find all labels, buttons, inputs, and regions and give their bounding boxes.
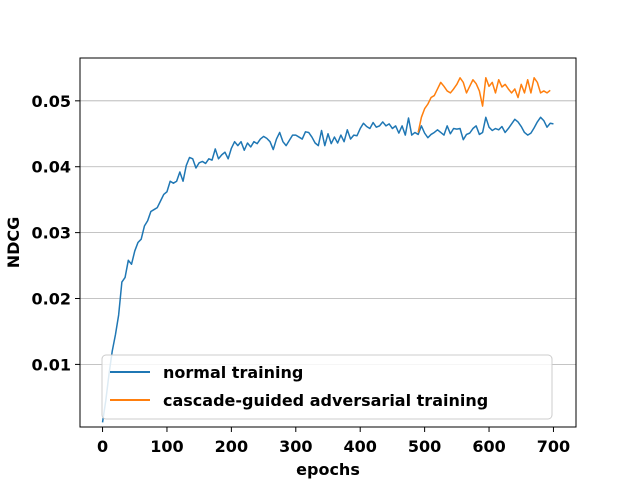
x-tick-label: 600 [472,437,505,456]
y-tick-label: 0.05 [32,92,71,111]
x-tick-label: 700 [537,437,570,456]
series-line-1 [101,116,554,423]
x-tick-label: 500 [408,437,441,456]
y-tick-label: 0.02 [32,290,71,309]
legend: normal training cascade-guided adversaria… [101,354,553,420]
x-tick-label: 0 [97,437,108,456]
x-axis-label: epochs [296,460,360,479]
gridlines [80,100,576,365]
series-line-2 [417,77,551,133]
y-tick-label: 0.04 [32,158,71,177]
x-tick-label: 200 [215,437,248,456]
x-tick-label: 300 [279,437,312,456]
plot-frame [79,57,577,428]
legend-label-1: normal training [163,363,303,382]
y-axis-label: NDCG [4,217,23,269]
legend-label-2: cascade-guided adversarial training [163,391,488,410]
y-tick-label: 0.01 [32,355,71,374]
axis-ticks: 0.01 0.02 0.03 0.04 0.05 0 100 200 300 400 500 600 7… [32,92,571,456]
legend-box [101,354,553,420]
x-tick-label: 100 [150,437,183,456]
y-tick-label: 0.03 [32,224,71,243]
x-tick-label: 400 [344,437,377,456]
series-lines [101,77,554,423]
